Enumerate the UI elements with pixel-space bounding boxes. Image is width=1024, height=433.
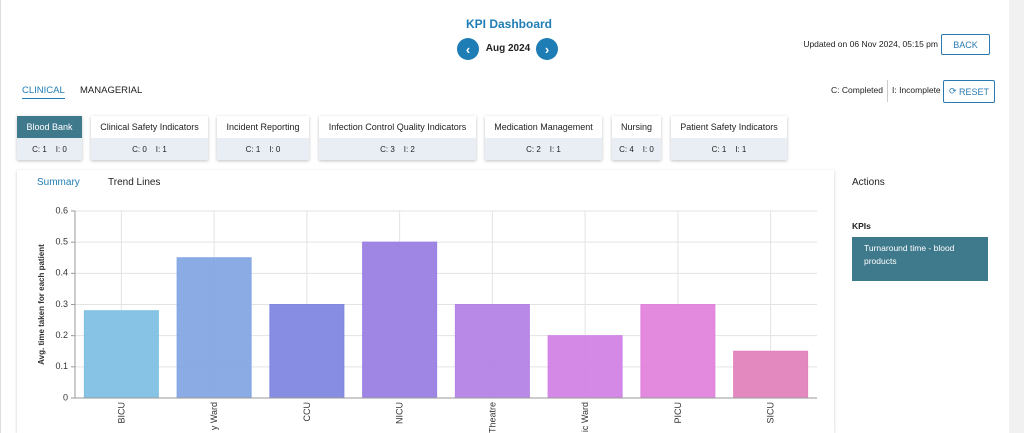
card-label: Infection Control Quality Indicators <box>328 122 467 132</box>
incomplete-count: I: 1 <box>549 144 561 154</box>
scrollbar[interactable] <box>1009 0 1024 433</box>
x-tick-label: CCU <box>302 402 312 422</box>
kpis-heading: KPIs <box>852 221 871 231</box>
page-title: KPI Dashboard <box>465 17 552 31</box>
x-tick-label: SICU <box>766 402 776 424</box>
period: Aug 2024 <box>485 43 531 54</box>
x-tick-label: PICU <box>673 402 683 424</box>
x-tick-label: ic Ward <box>580 402 590 432</box>
y-tick-label: 0.6 <box>55 205 68 215</box>
chart-tab[interactable]: Trend Lines <box>108 177 161 188</box>
bar <box>83 310 159 399</box>
kpi-card[interactable]: Blood Bank C: 1 I: 0 <box>17 116 82 160</box>
bar <box>733 350 809 399</box>
x-tick-label: NICU <box>395 402 405 424</box>
kpi-item[interactable]: Turnaround time - blood products <box>852 237 988 281</box>
card-counts: C: 1 I: 1 <box>671 138 787 160</box>
card-label: Nursing <box>620 122 652 132</box>
bar <box>269 304 345 399</box>
card-counts: C: 3 I: 2 <box>319 138 476 160</box>
legend-completed: C: Completed <box>831 85 883 95</box>
tab[interactable]: CLINICAL <box>22 85 65 99</box>
kpi-card[interactable]: Patient Safety Indicators C: 1 I: 1 <box>671 116 787 160</box>
incomplete-count: I: 0 <box>55 144 67 154</box>
card-counts: C: 1 I: 0 <box>217 138 309 160</box>
bar <box>547 335 623 399</box>
updated: Updated on 06 Nov 2024, 05:15 pm <box>803 39 938 49</box>
y-tick-label: 0.2 <box>55 330 68 340</box>
incomplete-count: I: 2 <box>403 144 415 154</box>
y-axis-label: Avg. time taken for each patient <box>37 244 46 365</box>
kpi-card[interactable]: Medication Management C: 2 I: 1 <box>485 116 602 160</box>
card-label: Incident Reporting <box>226 122 300 132</box>
x-tick-label: BICU <box>116 402 126 424</box>
incomplete-count: I: 1 <box>735 144 747 154</box>
kpi-card[interactable]: Incident Reporting C: 1 I: 0 <box>217 116 309 160</box>
incomplete-count: I: 0 <box>642 144 654 154</box>
completed-count: C: 1 <box>32 144 47 154</box>
y-tick-label: 0.5 <box>55 237 68 247</box>
card-counts: C: 4 I: 0 <box>612 138 661 160</box>
x-tick-label: Theatre <box>487 402 497 433</box>
prev-button[interactable]: ‹ <box>457 38 479 60</box>
bar <box>454 304 530 399</box>
next-button[interactable]: › <box>536 38 558 60</box>
card-counts: C: 1 I: 0 <box>17 138 82 160</box>
legend-incomplete: I: Incomplete <box>892 85 941 95</box>
card-label: Medication Management <box>494 122 593 132</box>
card-label: Blood Bank <box>17 116 82 138</box>
kpi-card[interactable]: Infection Control Quality Indicators C: 3… <box>319 116 476 160</box>
tab[interactable]: MANAGERIAL <box>80 85 143 96</box>
card-counts: C: 2 I: 1 <box>485 138 602 160</box>
actions-title: Actions <box>852 177 885 188</box>
completed-count: C: 1 <box>245 144 261 154</box>
incomplete-count: I: 0 <box>269 144 281 154</box>
incomplete-count: I: 1 <box>155 144 167 154</box>
y-tick-label: 0.4 <box>55 268 68 278</box>
card-counts: C: 0 I: 1 <box>91 138 208 160</box>
completed-count: C: 3 <box>380 144 395 154</box>
card-label: Clinical Safety Indicators <box>100 122 199 132</box>
y-tick-label: 0.1 <box>55 361 68 371</box>
y-tick-label: 0.3 <box>55 299 68 309</box>
completed-count: C: 4 <box>619 144 634 154</box>
kpi-card[interactable]: Nursing C: 4 I: 0 <box>612 116 661 160</box>
card-label: Patient Safety Indicators <box>680 122 778 132</box>
reset-button[interactable]: ⟳ RESET <box>943 80 995 103</box>
completed-count: C: 2 <box>526 144 541 154</box>
bar <box>362 241 438 399</box>
chart-tab[interactable]: Summary <box>37 177 80 188</box>
y-tick-label: 0 <box>63 392 68 402</box>
kpi-card[interactable]: Clinical Safety Indicators C: 0 I: 1 <box>91 116 208 160</box>
back-label: BACK <box>953 39 978 50</box>
x-tick-label: y Ward <box>209 402 219 430</box>
reset-label: RESET <box>959 86 990 97</box>
bar <box>640 304 716 399</box>
completed-count: C: 1 <box>711 144 727 154</box>
completed-count: C: 0 <box>132 144 147 154</box>
bar <box>176 257 252 399</box>
divider <box>887 80 888 102</box>
back-button[interactable]: BACK <box>941 34 990 55</box>
